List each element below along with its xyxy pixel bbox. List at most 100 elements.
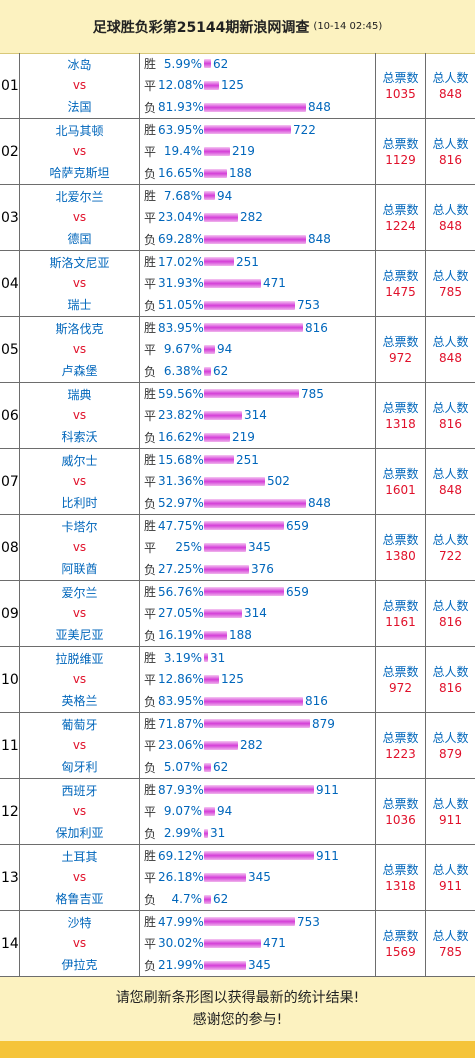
match-number: 12 (0, 779, 20, 844)
win-bar (204, 455, 234, 465)
vs-label: vs (72, 936, 87, 951)
total-votes-label: 总票数 (382, 136, 419, 151)
away-team: 卢森堡 (61, 364, 98, 379)
vote-bars: 胜 17.02% 251 平 31.93% 471 负 51.05% 753 (140, 251, 376, 316)
draw-count: 125 (221, 78, 244, 93)
total-votes-label: 总票数 (382, 532, 419, 547)
total-people-cell: 总人数 848 (426, 53, 475, 118)
draw-count: 125 (221, 672, 244, 687)
lose-percent: 4.7% (171, 892, 203, 907)
win-bar (204, 257, 234, 267)
draw-bar (204, 80, 219, 90)
home-team: 拉脱维亚 (55, 651, 104, 666)
lose-label: 负 (144, 826, 157, 841)
match-number: 13 (0, 845, 20, 910)
lose-percent: 27.25% (158, 562, 204, 577)
lose-bar (204, 630, 227, 640)
total-people-label: 总人数 (432, 598, 469, 613)
home-team: 沙特 (67, 915, 92, 930)
bottom-band (0, 1041, 475, 1058)
total-people-cell: 总人数 722 (426, 515, 475, 580)
away-team: 保加利亚 (55, 826, 104, 841)
total-people-cell: 总人数 785 (426, 911, 475, 976)
lose-percent: 16.19% (158, 628, 204, 643)
win-label: 胜 (144, 321, 157, 336)
lose-label: 负 (144, 298, 157, 313)
draw-label: 平 (144, 738, 157, 753)
total-votes-value: 1161 (385, 614, 416, 629)
win-count: 816 (305, 320, 328, 335)
lose-bar-line: 负 2.99% 31 (144, 825, 375, 841)
win-bar (204, 653, 208, 663)
home-team: 卡塔尔 (61, 519, 98, 534)
total-votes-value: 1475 (385, 284, 416, 299)
lose-percent: 81.93% (158, 100, 204, 115)
win-bar-line: 胜 7.68% 94 (144, 188, 375, 204)
lose-bar (204, 234, 306, 244)
lose-bar (204, 102, 306, 112)
total-votes-value: 1223 (385, 746, 416, 761)
total-votes-cell: 总票数 1380 (376, 515, 426, 580)
total-people-label: 总人数 (432, 664, 469, 679)
win-bar-line: 胜 47.75% 659 (144, 518, 375, 534)
win-bar (204, 719, 310, 729)
refresh-notice: 请您刷新条形图以获得最新的统计结果! (115, 990, 360, 1006)
total-votes-cell: 总票数 1161 (376, 581, 426, 646)
match-number: 06 (0, 383, 20, 448)
total-votes-label: 总票数 (382, 598, 419, 613)
table-row: 09 爱尔兰 vs 亚美尼亚 胜 56.76% 659 平 27.05% 314 负 16.19% 18… (0, 581, 475, 647)
win-percent: 15.68% (158, 452, 204, 467)
table-row: 06 瑞典 vs 科索沃 胜 59.56% 785 平 23.82% 314 负 16.62% 219 总… (0, 383, 475, 449)
match-teams: 斯洛伐克 vs 卢森堡 (20, 317, 140, 382)
lose-count: 62 (213, 760, 229, 775)
vs-label: vs (72, 804, 87, 819)
total-votes-cell: 总票数 1224 (376, 185, 426, 250)
win-bar (204, 125, 291, 135)
win-percent: 87.93% (158, 782, 204, 797)
draw-label: 平 (144, 672, 157, 687)
draw-label: 平 (144, 870, 157, 885)
win-label: 胜 (144, 453, 157, 468)
match-teams: 爱尔兰 vs 亚美尼亚 (20, 581, 140, 646)
lose-bar (204, 564, 249, 574)
win-percent: 5.99% (163, 56, 202, 71)
lose-bar (204, 894, 211, 904)
lose-label: 负 (144, 166, 157, 181)
win-label: 胜 (144, 783, 157, 798)
lose-bar-line: 负 51.05% 753 (144, 297, 375, 313)
draw-percent: 9.67% (163, 342, 202, 357)
draw-bar-line: 平 19.4% 219 (144, 143, 375, 159)
draw-label: 平 (144, 210, 157, 225)
lose-count: 31 (210, 826, 226, 841)
vote-bars: 胜 63.95% 722 平 19.4% 219 负 16.65% 188 (140, 119, 376, 184)
win-bar-line: 胜 83.95% 816 (144, 320, 375, 336)
total-people-label: 总人数 (432, 928, 469, 943)
home-team: 威尔士 (61, 453, 98, 468)
win-bar (204, 323, 303, 333)
lose-percent: 69.28% (158, 232, 204, 247)
vote-bars: 胜 5.99% 62 平 12.08% 125 负 81.93% 848 (140, 53, 376, 118)
win-bar-line: 胜 56.76% 659 (144, 584, 375, 600)
away-team: 哈萨克斯坦 (49, 166, 110, 181)
win-bar (204, 191, 215, 201)
lose-bar (204, 498, 306, 508)
draw-label: 平 (144, 78, 157, 93)
draw-bar-line: 平 23.04% 282 (144, 209, 375, 225)
away-team: 比利时 (61, 496, 98, 511)
home-team: 斯洛文尼亚 (49, 255, 110, 270)
win-percent: 47.75% (158, 518, 204, 533)
lose-count: 848 (308, 232, 331, 247)
total-votes-value: 1224 (385, 218, 416, 233)
total-people-cell: 总人数 911 (426, 779, 475, 844)
draw-bar-line: 平 12.08% 125 (144, 77, 375, 93)
total-votes-label: 总票数 (382, 268, 419, 283)
total-votes-cell: 总票数 1129 (376, 119, 426, 184)
draw-percent: 19.4% (163, 144, 202, 159)
total-votes-value: 1129 (385, 152, 416, 167)
total-people-value: 879 (439, 746, 462, 761)
win-percent: 59.56% (158, 386, 204, 401)
draw-bar (204, 872, 246, 882)
home-team: 爱尔兰 (61, 585, 98, 600)
win-label: 胜 (144, 651, 157, 666)
home-team: 西班牙 (61, 783, 98, 798)
